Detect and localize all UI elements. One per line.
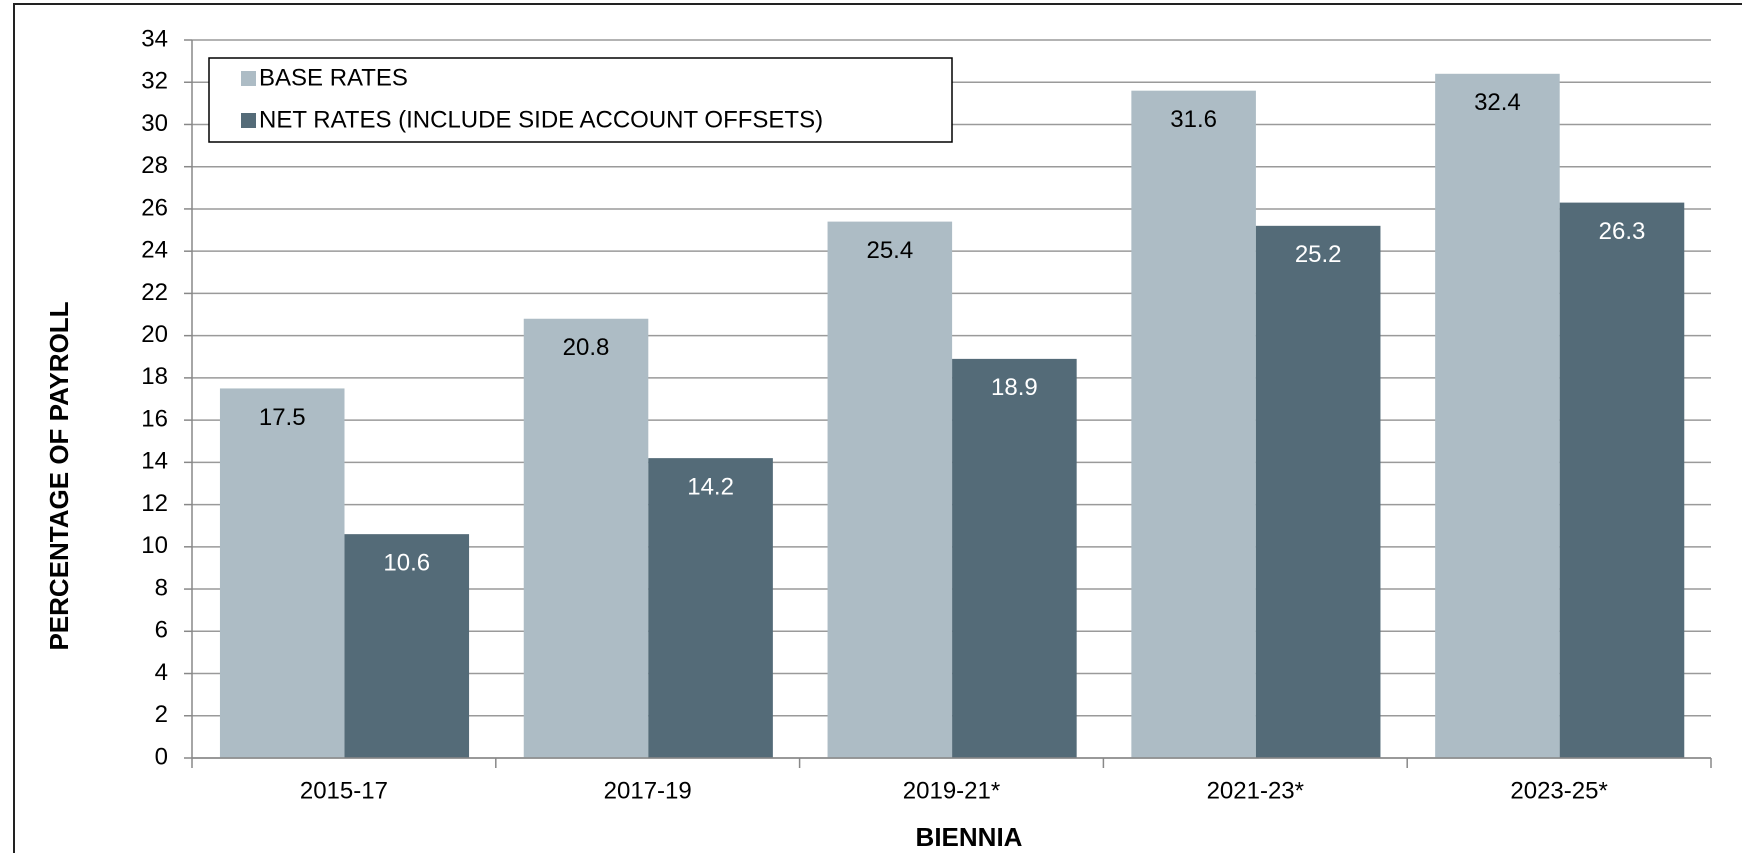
legend-box [208, 57, 953, 143]
x-tick-label: 2019-21* [903, 777, 1000, 804]
bar [344, 534, 470, 758]
y-tick-label: 0 [155, 743, 168, 770]
y-tick-label: 26 [141, 194, 168, 221]
x-tick-label: 2017-19 [604, 777, 692, 804]
y-tick-label: 6 [155, 617, 168, 644]
y-tick-label: 34 [141, 25, 168, 52]
legend-swatch [241, 71, 256, 86]
value-label: 25.4 [866, 237, 913, 264]
y-tick-label: 4 [155, 659, 168, 686]
bar [1131, 90, 1256, 758]
bar [1559, 202, 1685, 758]
y-tick-label: 10 [141, 532, 168, 559]
value-label: 31.6 [1170, 106, 1217, 133]
x-tick-label: 2015-17 [300, 777, 388, 804]
y-tick-label: 18 [141, 363, 168, 390]
y-tick-label: 30 [141, 110, 168, 137]
value-label: 32.4 [1474, 89, 1521, 116]
y-tick-label: 20 [141, 321, 168, 348]
y-tick-label: 16 [141, 405, 168, 432]
bar [1435, 73, 1560, 759]
y-tick-label: 22 [141, 279, 168, 306]
value-label: 18.9 [991, 374, 1038, 401]
bar [1255, 225, 1381, 758]
bar [952, 358, 1077, 758]
value-label: 14.2 [687, 473, 734, 500]
bar [523, 318, 649, 758]
x-tick-label: 2021-23* [1207, 777, 1304, 804]
frame [13, 3, 1742, 853]
y-tick-label: 14 [141, 448, 168, 475]
value-label: 20.8 [563, 334, 610, 361]
x-axis-label: BIENNIA [916, 822, 1023, 852]
y-tick-label: 12 [141, 490, 168, 517]
y-tick-label: 32 [141, 68, 168, 95]
legend-label: BASE RATES [259, 64, 408, 91]
bar [219, 388, 345, 758]
bar [648, 458, 773, 758]
legend-label: NET RATES (INCLUDE SIDE ACCOUNT OFFSETS) [259, 106, 823, 133]
bar [827, 221, 953, 759]
legend-swatch [241, 113, 256, 128]
y-tick-label: 2 [155, 701, 168, 728]
x-tick-label: 2023-25* [1510, 777, 1607, 804]
value-label: 17.5 [259, 404, 306, 431]
value-label: 10.6 [383, 549, 430, 576]
y-axis-label: PERCENTAGE OF PAYROLL [44, 301, 74, 650]
y-tick-label: 24 [141, 237, 168, 264]
value-label: 26.3 [1599, 218, 1646, 245]
y-tick-label: 8 [155, 574, 168, 601]
y-tick-label: 28 [141, 152, 168, 179]
value-label: 25.2 [1295, 241, 1342, 268]
